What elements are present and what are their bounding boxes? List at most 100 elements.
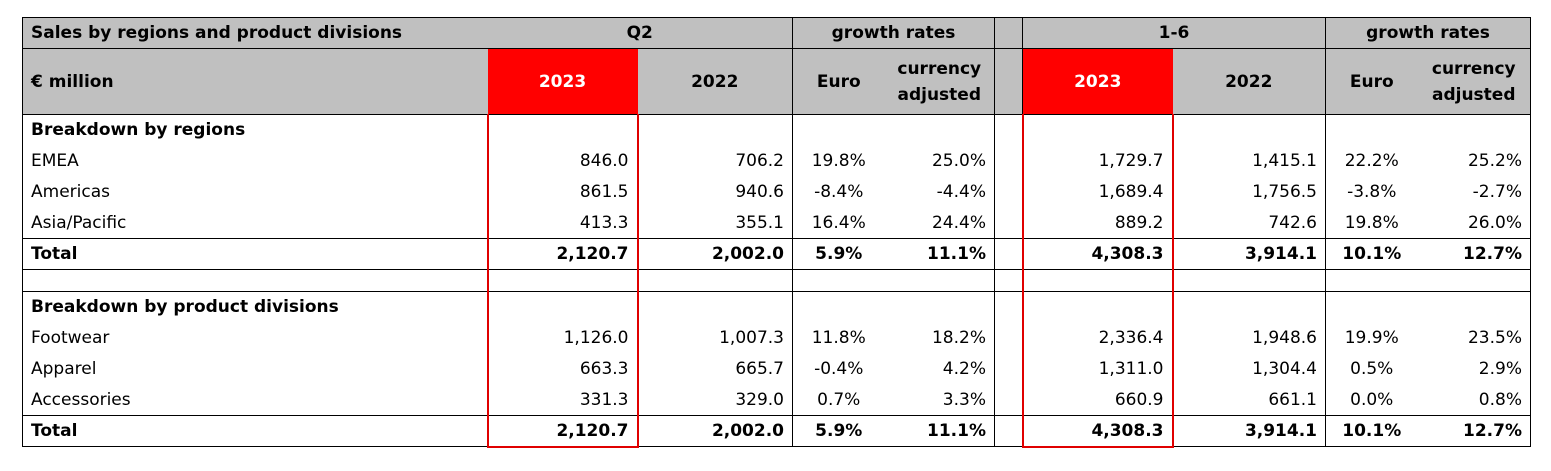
- table-row: Footwear 1,126.0 1,007.3 11.8% 18.2% 2,3…: [22, 322, 1531, 354]
- cell: 0.8%: [1417, 384, 1531, 416]
- cell: 1,007.3: [637, 322, 793, 354]
- row-label: Total: [22, 238, 488, 270]
- group-growth-rates-h1: growth rates: [1325, 17, 1531, 49]
- total-row-divisions: Total 2,120.7 2,002.0 5.9% 11.1% 4,308.3…: [22, 415, 1531, 448]
- cell: 940.6: [637, 176, 793, 208]
- cell: 4,308.3: [1021, 415, 1174, 448]
- cell: 2.9%: [1417, 353, 1531, 385]
- table-row: Apparel 663.3 665.7 -0.4% 4.2% 1,311.0 1…: [22, 353, 1531, 385]
- total-row-regions: Total 2,120.7 2,002.0 5.9% 11.1% 4,308.3…: [22, 238, 1531, 270]
- cell: 24.4%: [884, 207, 995, 239]
- cell: 4.2%: [884, 353, 995, 385]
- table-title: Sales by regions and product divisions: [22, 17, 488, 49]
- cell: 660.9: [1021, 384, 1174, 416]
- col-label-line2: adjusted: [897, 84, 981, 105]
- cell: 663.3: [486, 353, 639, 385]
- cell: 331.3: [486, 384, 639, 416]
- cell: 5.9%: [792, 415, 885, 447]
- header-row-columns: € million 2023 2022 Euro currency adjuste…: [22, 48, 1531, 115]
- cell: 413.3: [486, 207, 639, 239]
- cell: 2,002.0: [637, 415, 793, 447]
- col-h1-2023: 2023: [1022, 48, 1173, 115]
- group-growth-rates-q2: growth rates: [792, 17, 995, 49]
- cell: 18.2%: [884, 322, 995, 354]
- row-label: Accessories: [22, 384, 488, 416]
- row-label: Footwear: [22, 322, 488, 354]
- cell: -4.4%: [884, 176, 995, 208]
- col-h1-2022: 2022: [1172, 48, 1326, 115]
- sales-table: Sales by regions and product divisions Q…: [22, 17, 1531, 448]
- table-row: Accessories 331.3 329.0 0.7% 3.3% 660.9 …: [22, 384, 1531, 416]
- cell: 2,336.4: [1021, 322, 1174, 354]
- cell: 1,756.5: [1172, 176, 1326, 208]
- cell: 3,914.1: [1172, 415, 1326, 447]
- cell: 1,415.1: [1172, 145, 1326, 177]
- cell: 10.1%: [1325, 415, 1418, 447]
- col-q2-2023: 2023: [487, 48, 638, 115]
- row-label: Total: [22, 415, 488, 447]
- cell: 10.1%: [1325, 238, 1418, 270]
- cell: -8.4%: [814, 182, 864, 202]
- cell: 2,120.7: [486, 415, 639, 448]
- row-label: Apparel: [22, 353, 488, 385]
- cell: 2,120.7: [486, 238, 639, 270]
- cell: 12.7%: [1417, 238, 1531, 270]
- cell: 3,914.1: [1172, 238, 1326, 270]
- cell: 3.3%: [884, 384, 995, 416]
- table-row: Asia/Pacific 413.3 355.1 16.4% 24.4% 889…: [22, 207, 1531, 239]
- cell: 4,308.3: [1021, 238, 1174, 270]
- cell: 25.0%: [884, 145, 995, 177]
- cell: -2.7%: [1417, 176, 1531, 208]
- cell: 329.0: [637, 384, 793, 416]
- cell: 11.8%: [811, 328, 866, 348]
- col-h1-currency-adjusted: currency adjusted: [1417, 48, 1531, 115]
- cell: 661.1: [1172, 384, 1326, 416]
- cell: 1,304.4: [1172, 353, 1326, 385]
- section-heading-regions: Breakdown by regions: [22, 114, 1531, 146]
- group-q2: Q2: [487, 17, 793, 49]
- col-q2-2022: 2022: [637, 48, 793, 115]
- cell: 1,126.0: [486, 322, 639, 354]
- spacer-cell: [994, 48, 1023, 115]
- row-label: Asia/Pacific: [22, 207, 488, 239]
- cell: 19.8%: [1344, 212, 1399, 233]
- cell: 12.7%: [1417, 415, 1531, 447]
- cell: -3.8%: [1347, 182, 1397, 202]
- col-label-line2: adjusted: [1431, 84, 1516, 105]
- cell: 16.4%: [811, 212, 866, 233]
- cell: 19.8%: [811, 151, 866, 171]
- cell: 26.0%: [1417, 207, 1531, 239]
- header-row-groups: Sales by regions and product divisions Q…: [22, 17, 1531, 49]
- table-row: EMEA 846.0 706.2 19.8% 25.0% 1,729.7 1,4…: [22, 145, 1531, 177]
- spacer-cell: [994, 17, 1023, 49]
- cell: -0.4%: [814, 359, 864, 379]
- cell: 1,948.6: [1172, 322, 1326, 354]
- row-label: EMEA: [22, 145, 488, 177]
- cell: 11.1%: [884, 415, 995, 447]
- cell: 861.5: [486, 176, 639, 208]
- cell: 355.1: [637, 207, 793, 239]
- col-h1-euro: Euro: [1325, 48, 1418, 115]
- cell: 5.9%: [792, 238, 885, 270]
- col-q2-currency-adjusted: currency adjusted: [884, 48, 995, 115]
- cell: 19.9%: [1344, 328, 1399, 348]
- cell: 1,729.7: [1021, 145, 1174, 177]
- cell: 0.5%: [1350, 359, 1394, 379]
- section-heading: Breakdown by product divisions: [22, 291, 488, 323]
- cell: 25.2%: [1417, 145, 1531, 177]
- cell: 11.1%: [884, 238, 995, 270]
- table-row: Americas 861.5 940.6 -8.4% -4.4% 1,689.4…: [22, 176, 1531, 208]
- col-label-line1: currency: [897, 58, 982, 79]
- unit-label: € million: [22, 48, 488, 115]
- cell: 846.0: [486, 145, 639, 177]
- section-heading-divisions: Breakdown by product divisions: [22, 291, 1531, 323]
- cell: 889.2: [1021, 207, 1174, 239]
- cell: 1,689.4: [1021, 176, 1174, 208]
- cell: 0.0%: [1350, 389, 1394, 410]
- col-label-line1: currency: [1431, 58, 1516, 79]
- cell: 2,002.0: [637, 238, 793, 270]
- cell: 22.2%: [1344, 151, 1399, 171]
- cell: 742.6: [1172, 207, 1326, 239]
- row-label: Americas: [22, 176, 488, 208]
- cell: 23.5%: [1417, 322, 1531, 354]
